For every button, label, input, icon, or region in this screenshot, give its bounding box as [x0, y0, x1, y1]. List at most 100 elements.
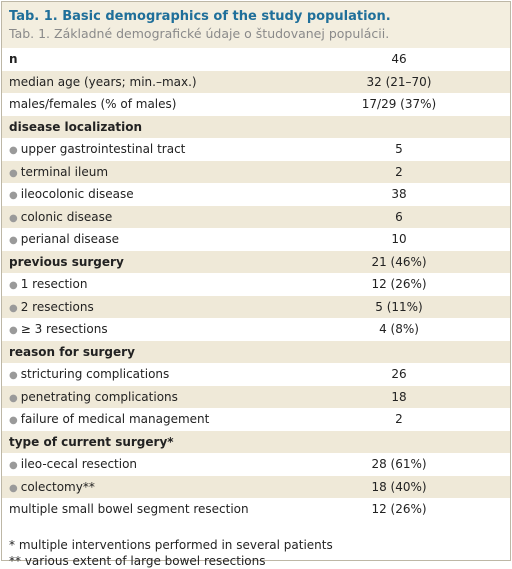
- row-value-cell: 46: [288, 48, 510, 71]
- bullet: ●: [9, 325, 18, 337]
- row-value-cell: 28 (61%): [288, 453, 510, 476]
- row-label-cell: ● ileo-cecal resection: [2, 453, 288, 476]
- footnote: ** various extent of large bowel resecti…: [9, 553, 266, 568]
- row-value-cell: 26: [288, 363, 510, 386]
- row-label: n: [9, 52, 18, 67]
- row-label: perianal disease: [20, 232, 120, 247]
- header: Tab. 1. Basic demographics of the study …: [2, 2, 510, 48]
- row-label: terminal ileum: [20, 164, 109, 179]
- table-row: ● failure of medical management 2: [2, 408, 510, 431]
- row-label: ileo-cecal resection: [20, 457, 138, 472]
- row-value: 2: [395, 412, 403, 427]
- bullet: ●: [9, 190, 18, 202]
- row-label-cell: ● upper gastrointestinal tract: [2, 138, 288, 161]
- row-label: previous surgery: [9, 254, 124, 269]
- row-label-cell: ● 2 resections: [2, 296, 288, 319]
- row-label: colectomy**: [20, 479, 95, 494]
- table-row: ● ≥ 3 resections 4 (8%): [2, 318, 510, 341]
- row-value: 38: [391, 187, 407, 202]
- bullet: ●: [9, 370, 18, 382]
- table-row: ● ileocolonic disease 38: [2, 183, 510, 206]
- bullet: ●: [9, 212, 18, 224]
- row-label: ileocolonic disease: [20, 187, 134, 202]
- row-value-cell: [288, 341, 510, 364]
- row-label: upper gastrointestinal tract: [20, 142, 186, 157]
- table-row: ● terminal ileum 2: [2, 160, 510, 184]
- row-value-cell: 18: [288, 386, 510, 409]
- row-value: 17/29 (37%): [361, 97, 437, 112]
- bullet: ●: [9, 167, 18, 179]
- title: Tab. 1. Basic demographics of the study …: [9, 9, 391, 24]
- row-value: 4 (8%): [379, 322, 419, 337]
- row-label-cell: disease localization: [2, 116, 288, 139]
- row-label-cell: ● 1 resection: [2, 273, 288, 296]
- row-label: type of current surgery*: [9, 434, 174, 449]
- row-value-cell: 32 (21–70): [288, 71, 510, 94]
- footnotes: * multiple interventions performed in se…: [2, 521, 510, 569]
- bullet: ●: [9, 280, 18, 292]
- row-value-cell: 12 (26%): [288, 498, 510, 521]
- row-value: 18 (40%): [371, 479, 427, 494]
- bullet: ●: [9, 235, 18, 247]
- row-value-cell: 17/29 (37%): [288, 93, 510, 116]
- row-value-cell: 21 (46%): [288, 251, 510, 274]
- row-label-cell: n: [2, 48, 288, 71]
- row-value-cell: 6: [288, 206, 510, 229]
- row-value: 12 (26%): [371, 502, 427, 517]
- row-value: 2: [395, 164, 403, 179]
- row-value: 28 (61%): [371, 457, 427, 472]
- row-label-cell: ● perianal disease: [2, 228, 288, 251]
- row-label: median age (years; min.–max.): [9, 74, 197, 89]
- bullet: ●: [9, 482, 18, 494]
- row-label-cell: ● penetrating complications: [2, 386, 288, 409]
- row-label-cell: reason for surgery: [2, 341, 288, 364]
- row-value: 26: [391, 367, 407, 382]
- table-row: ● penetrating complications 18: [2, 385, 510, 409]
- bullet: ●: [9, 415, 18, 427]
- subtitle: Tab. 1. Základné demografické údaje o št…: [9, 26, 390, 41]
- bullet: ●: [9, 392, 18, 404]
- table-row: ● 2 resections 5 (11%): [2, 295, 510, 319]
- row-label-cell: ● ≥ 3 resections: [2, 318, 288, 341]
- row-value-cell: 38: [288, 183, 510, 206]
- row-value: 5 (11%): [375, 299, 423, 314]
- footnote: * multiple interventions performed in se…: [9, 537, 333, 552]
- row-value: 46: [391, 52, 407, 67]
- row-value: 12 (26%): [371, 277, 427, 292]
- row-label: multiple small bowel segment resection: [9, 502, 249, 517]
- row-label: stricturing complications: [20, 367, 170, 382]
- row-label: 1 resection: [20, 277, 88, 292]
- table-row: males/females (% of males) 17/29 (37%): [2, 93, 510, 116]
- row-label-cell: type of current surgery*: [2, 431, 288, 454]
- row-value: 6: [395, 209, 403, 224]
- table-row: reason for surgery: [2, 340, 510, 364]
- row-label-cell: ● terminal ileum: [2, 161, 288, 184]
- table-row: ● colonic disease 6: [2, 205, 510, 229]
- table-row: ● perianal disease 10: [2, 228, 510, 251]
- row-value-cell: [288, 116, 510, 139]
- row-label: failure of medical management: [20, 412, 210, 427]
- row-label-cell: ● stricturing complications: [2, 363, 288, 386]
- row-value-cell: 4 (8%): [288, 318, 510, 341]
- table: n 46 median age (years; min.–max.) 32 (21–7…: [2, 48, 510, 521]
- row-value-cell: 18 (40%): [288, 476, 510, 499]
- row-label-cell: ● failure of medical management: [2, 408, 288, 431]
- table-row: ● stricturing complications 26: [2, 363, 510, 386]
- row-label-cell: median age (years; min.–max.): [2, 71, 288, 94]
- row-value: 18: [391, 389, 407, 404]
- row-value-cell: 2: [288, 161, 510, 184]
- table-row: ● 1 resection 12 (26%): [2, 273, 510, 296]
- table-row: disease localization: [2, 115, 510, 139]
- row-label-cell: ● ileocolonic disease: [2, 183, 288, 206]
- table-row: previous surgery 21 (46%): [2, 250, 510, 274]
- row-label: reason for surgery: [9, 344, 135, 359]
- row-value: 21 (46%): [371, 254, 427, 269]
- table-row: ● upper gastrointestinal tract 5: [2, 138, 510, 161]
- row-value-cell: 5: [288, 138, 510, 161]
- table-row: n 46: [2, 48, 510, 71]
- table-row: ● ileo-cecal resection 28 (61%): [2, 453, 510, 476]
- bullet: ●: [9, 302, 18, 314]
- row-label: disease localization: [9, 119, 143, 134]
- row-value-cell: 5 (11%): [288, 296, 510, 319]
